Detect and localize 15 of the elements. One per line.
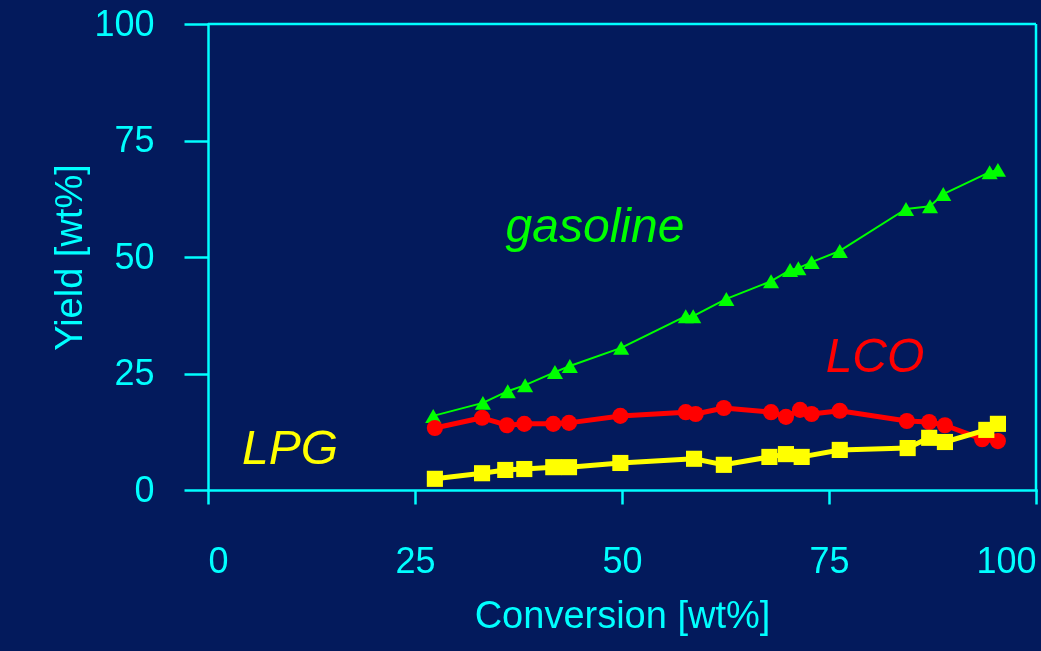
- x-axis-title: Conversion [wt%]: [474, 593, 771, 636]
- x-tick-label: 100: [976, 539, 1037, 581]
- y-tick-label: 0: [134, 468, 155, 510]
- y-tick-label: 25: [114, 352, 155, 393]
- y-tick-label: 75: [114, 119, 155, 160]
- x-tick-label: 50: [602, 539, 643, 581]
- y-tick-label: 50: [114, 235, 155, 277]
- x-tick-label: 0: [208, 539, 229, 581]
- series-label: LPG: [241, 421, 339, 474]
- series-label: gasoline: [505, 199, 685, 252]
- x-tick-label: 75: [809, 539, 850, 581]
- series-label: LCO: [825, 329, 925, 382]
- x-tick-label: 25: [395, 539, 436, 581]
- y-tick-label: 100: [94, 2, 155, 44]
- y-axis-title: Yield [wt%]: [48, 164, 91, 351]
